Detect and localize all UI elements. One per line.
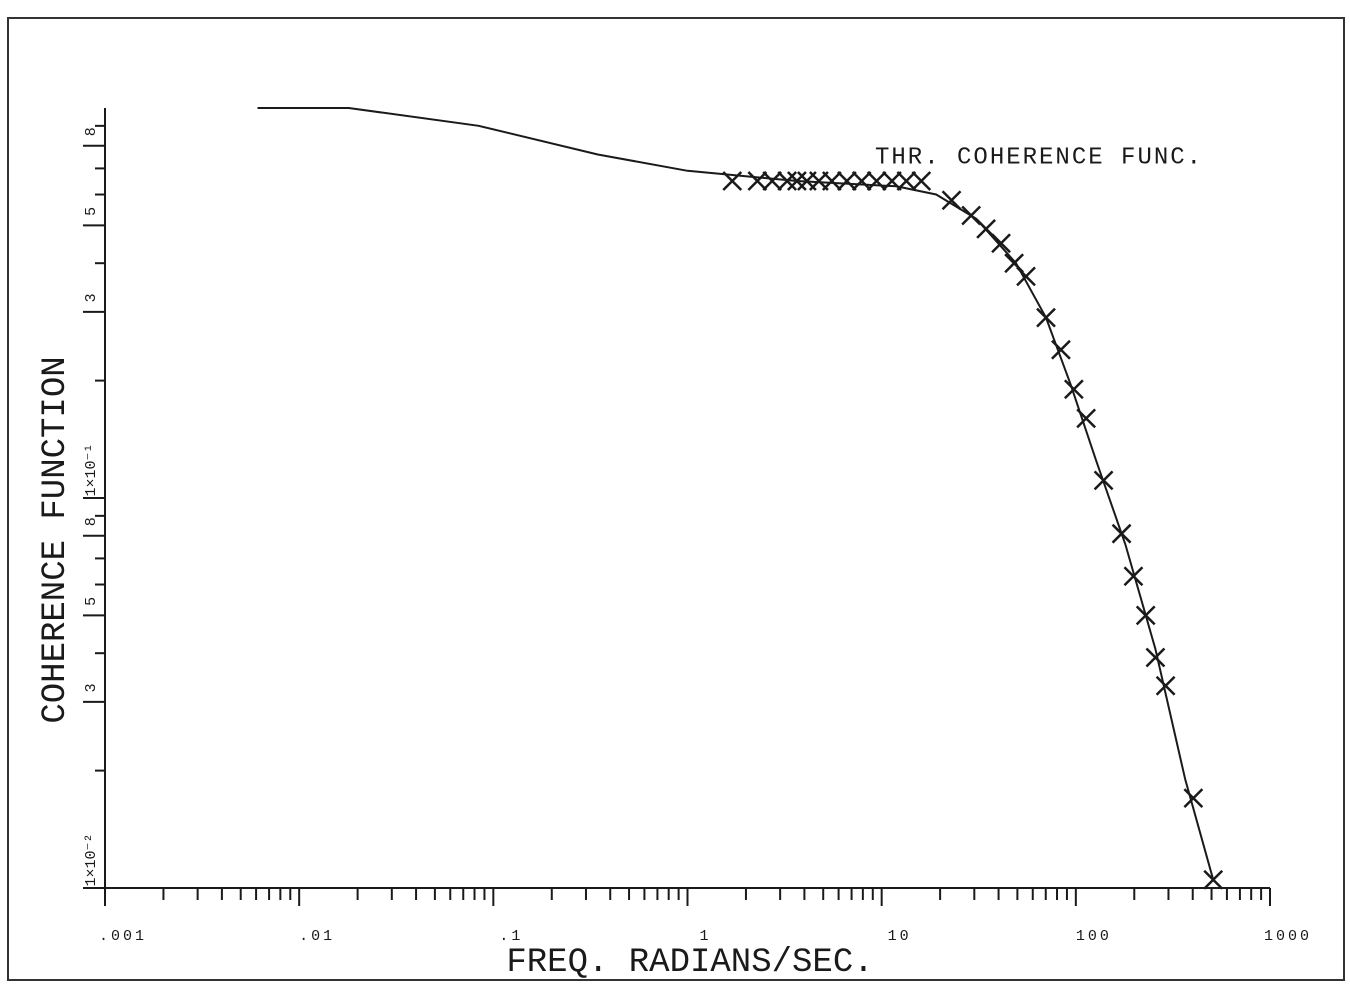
x-marker [777,171,798,191]
x-marker [747,171,768,191]
x-marker [851,171,872,191]
x-marker [821,171,842,191]
frame [7,17,1345,981]
x-tick-label: 1000 [1264,928,1312,945]
x-marker [896,171,917,191]
x-marker [911,171,932,191]
x-marker [1123,566,1144,587]
x-marker [1016,266,1036,287]
y-tick-label: 1×10⁻¹ [83,444,100,497]
x-marker [722,171,743,191]
y-tick-label: 8 [83,517,100,526]
x-tick-label: .001 [99,928,147,945]
x-marker [1145,647,1166,668]
x-marker [1063,379,1084,400]
x-marker [762,171,783,191]
y-axis-label: COHERENCE FUNCTION [37,356,75,723]
x-marker [1203,869,1224,890]
y-tick-label: 5 [83,207,100,216]
y-tick-label: 3 [83,293,100,302]
y-tick-label: 1×10⁻² [83,834,100,887]
x-marker [1051,339,1071,360]
x-marker [1093,470,1114,491]
x-tick-label: .01 [299,928,335,945]
x-marker [866,171,887,191]
x-marker [836,171,857,191]
x-tick-label: 1 [699,928,711,945]
x-marker [1111,523,1132,544]
curve [257,107,1215,880]
x-marker [882,171,902,191]
x-marker [1135,605,1156,626]
x-marker [1155,675,1176,696]
curve-label: THR. COHERENCE FUNC. [875,144,1203,171]
x-tick-label: 100 [1076,928,1112,945]
x-marker [1183,788,1204,809]
x-marker [1076,408,1097,429]
x-marker [787,171,807,191]
y-tick-label: 8 [83,127,100,136]
x-tick-label: .1 [499,928,523,945]
x-tick-label: 10 [888,928,912,945]
y-tick-label: 5 [83,597,100,606]
y-tick-label: 3 [83,683,100,692]
x-marker [941,190,962,211]
x-marker [1036,307,1056,328]
x-marker [991,233,1011,254]
x-axis-label: FREQ. RADIANS/SEC. [506,944,873,982]
